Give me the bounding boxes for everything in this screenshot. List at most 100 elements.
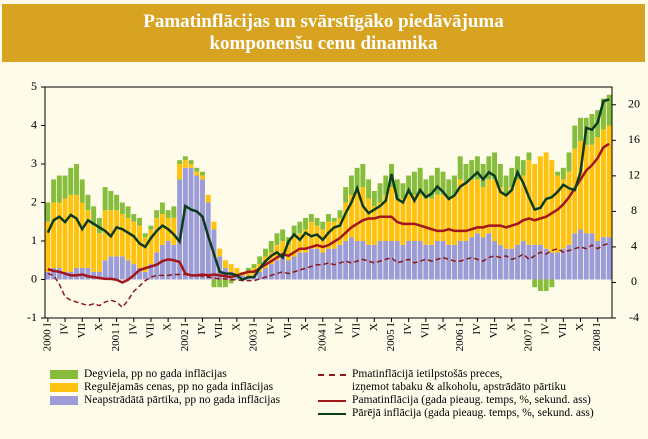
bar bbox=[555, 171, 561, 176]
x-tick-label: 2004 I bbox=[316, 323, 328, 352]
bar bbox=[245, 271, 251, 276]
bar bbox=[68, 167, 74, 195]
bar bbox=[114, 256, 120, 280]
bar bbox=[148, 229, 154, 265]
legend-label: Neapstrādātā pārtika, pp no gada inflāci… bbox=[84, 394, 281, 406]
bar bbox=[377, 241, 383, 280]
bar bbox=[354, 167, 360, 191]
bar bbox=[56, 202, 62, 268]
bar bbox=[217, 248, 223, 257]
bar bbox=[142, 233, 148, 238]
bar bbox=[148, 225, 154, 230]
bar bbox=[560, 179, 566, 249]
bar bbox=[114, 210, 120, 257]
bar bbox=[114, 194, 120, 211]
bar bbox=[452, 244, 457, 280]
legend-item: Regulējamās cenas, pp no gada inflācijas bbox=[50, 381, 320, 394]
bar bbox=[125, 260, 131, 280]
bar bbox=[463, 164, 469, 184]
bar bbox=[360, 164, 366, 188]
bar bbox=[366, 244, 372, 280]
bar bbox=[182, 167, 188, 280]
bar bbox=[171, 206, 177, 218]
bar bbox=[440, 171, 446, 195]
x-tick-label: IV bbox=[402, 323, 414, 335]
bar bbox=[331, 217, 337, 222]
bar bbox=[549, 279, 555, 288]
bar bbox=[108, 190, 114, 211]
x-tick-label: IV bbox=[540, 323, 552, 335]
bar bbox=[429, 198, 435, 245]
bar bbox=[45, 202, 51, 222]
bar bbox=[85, 267, 91, 280]
bar bbox=[308, 248, 314, 280]
bar bbox=[119, 214, 125, 257]
bar bbox=[194, 175, 200, 280]
bar bbox=[595, 137, 601, 241]
bar bbox=[308, 214, 314, 222]
legend: Pmatinflācijā ietilpstošās preces, izņem… bbox=[318, 368, 643, 420]
bar bbox=[217, 279, 223, 288]
bar bbox=[285, 260, 291, 280]
bar bbox=[389, 241, 394, 280]
bar bbox=[285, 244, 291, 261]
legend-item: Neapstrādātā pārtika, pp no gada inflāci… bbox=[50, 394, 320, 407]
bar bbox=[383, 175, 389, 195]
bar bbox=[137, 267, 142, 280]
bar bbox=[314, 225, 320, 249]
bar bbox=[96, 271, 102, 280]
bar bbox=[125, 217, 131, 261]
bar bbox=[394, 179, 400, 199]
bar bbox=[446, 198, 452, 245]
x-tick-label: X bbox=[368, 323, 380, 331]
bar bbox=[526, 244, 532, 280]
bar bbox=[532, 279, 538, 288]
bar bbox=[411, 194, 417, 241]
bar bbox=[320, 252, 326, 280]
bar bbox=[348, 175, 354, 195]
bar bbox=[520, 175, 526, 241]
bar bbox=[515, 244, 520, 280]
bar bbox=[503, 248, 509, 280]
legend-swatch bbox=[318, 374, 346, 376]
y-tick-label: 4 bbox=[31, 117, 37, 131]
bar bbox=[222, 279, 228, 288]
bar bbox=[492, 152, 498, 180]
bar bbox=[440, 194, 446, 241]
bar bbox=[251, 264, 257, 268]
bar bbox=[474, 156, 480, 180]
bar bbox=[446, 179, 452, 199]
bar bbox=[371, 206, 377, 245]
bar bbox=[354, 241, 360, 280]
legend: Degviela, pp no gada inflācijas Regulējam… bbox=[50, 368, 320, 407]
bar bbox=[119, 256, 125, 280]
chart-title: Pamatinflācijas un svārstīgāko piedāvāju… bbox=[2, 4, 645, 62]
bar bbox=[200, 171, 205, 176]
x-tick-label: IV bbox=[471, 323, 483, 335]
x-tick-label: 2008 I bbox=[591, 323, 603, 352]
bar bbox=[486, 156, 492, 180]
legend-label: Pārējā inflācija (gada pieaug. temps, %,… bbox=[352, 407, 594, 419]
y2-tick-label: 20 bbox=[628, 97, 640, 111]
bar bbox=[68, 194, 74, 272]
bar bbox=[474, 233, 480, 280]
bar bbox=[549, 252, 555, 280]
bar bbox=[537, 244, 543, 280]
bar bbox=[45, 271, 51, 280]
bar bbox=[440, 241, 446, 280]
bar bbox=[79, 179, 85, 203]
legend-label: Regulējamās cenas, pp no gada inflācijas bbox=[84, 381, 274, 393]
bar bbox=[177, 164, 183, 180]
bar bbox=[600, 129, 606, 238]
bar bbox=[194, 167, 200, 172]
legend-swatch bbox=[50, 383, 78, 392]
bar bbox=[595, 241, 601, 280]
bar bbox=[537, 279, 543, 292]
bar bbox=[503, 194, 509, 249]
x-tick-label: IV bbox=[333, 323, 345, 335]
bar bbox=[331, 221, 337, 249]
bar bbox=[234, 275, 240, 280]
x-tick-label: X bbox=[574, 323, 586, 331]
bar bbox=[51, 267, 57, 280]
bar bbox=[177, 160, 183, 164]
